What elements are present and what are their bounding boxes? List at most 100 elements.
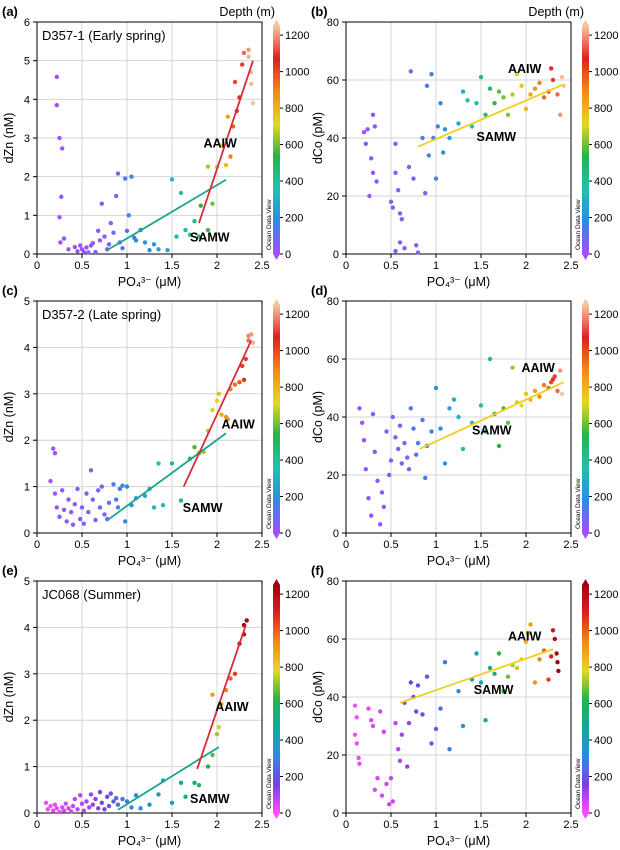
data-point [378,522,383,527]
colorbar-tick-label: 1000 [285,626,309,638]
data-point [399,217,404,222]
x-tick-label: 2.5 [254,819,269,831]
data-point [388,776,394,781]
odv-watermark: Ocean Data View [266,758,273,809]
data-point [357,761,362,766]
colorbar-tick-label: 200 [594,772,612,784]
x-tick-label: 1 [124,819,130,831]
data-point [360,420,365,425]
data-point [399,732,404,737]
data-point [120,483,125,488]
data-point [147,247,152,253]
panel-letter: (f) [311,563,324,578]
data-point [123,519,128,524]
data-point [532,680,538,685]
colorbar-tick-label: 800 [594,103,612,115]
data-point [216,391,221,396]
data-point [196,234,202,239]
data-point [478,680,484,685]
data-point [505,420,511,425]
data-point [102,512,107,517]
plot-frame [36,580,263,814]
x-tick-label: 1 [124,260,130,272]
data-point [78,516,83,522]
data-point [178,498,184,503]
annotation-samw: SAMW [474,683,514,697]
plot-frame [36,300,263,534]
data-point [528,622,533,627]
x-tick-label: 1 [433,260,439,272]
colorbar-tick-label: 1200 [594,309,618,321]
data-point [72,796,78,802]
colorbar-top-arrow [582,20,589,26]
data-point [532,86,538,91]
panel-letter: (c) [2,283,18,298]
x-tick-label: 0 [343,539,349,551]
y-tick-label: 40 [327,412,339,424]
colorbar-tick-label: 600 [285,699,303,711]
data-point [93,796,98,802]
colorbar-tick-label: 600 [285,419,303,431]
data-point [537,80,542,86]
data-point [387,802,392,807]
colorbar-tick-label: 200 [594,492,612,504]
data-point [250,340,256,345]
data-point [352,703,358,708]
y-tick-label: 2 [24,172,30,184]
data-point [406,467,412,472]
y-tick-label: 5 [24,296,30,308]
panel-e: 0 0.5 1 1.5 2 2.5 0 1 2 3 4 5 AAIW SAMW (e) JC068 (Summ… [2,563,309,848]
data-point [90,802,96,807]
data-point [375,478,380,483]
x-tick-label: 2.5 [254,260,269,272]
y-tick-label: 40 [327,133,339,145]
data-point [405,764,410,769]
data-point [483,429,488,434]
data-point [357,406,362,411]
data-point [57,514,62,519]
y-tick-label: 2 [24,715,30,727]
data-point [460,723,466,729]
data-point [558,112,563,118]
data-point [456,121,461,126]
data-point [84,799,89,804]
data-point [460,89,466,94]
y-tick-label: 0 [24,528,30,540]
data-point [519,403,524,408]
x-axis-label: PO₄³⁻ (μM) [118,275,181,289]
plot-frame [345,21,572,255]
data-point [496,651,502,656]
data-point [505,674,511,679]
data-point [66,247,71,252]
odv-watermark: Ocean Data View [266,199,273,250]
y-tick-label: 0 [24,808,30,820]
colorbar-bottom-arrow [582,254,589,260]
data-point [174,234,179,239]
colorbar-tick-label: 800 [594,382,612,394]
data-point [384,429,389,434]
colorbar [273,585,280,813]
colorbar-top-arrow [273,299,280,305]
panel-letter: (e) [2,563,18,578]
data-point [541,382,547,388]
colorbar-tick-label: 800 [285,662,303,674]
data-point [105,794,110,799]
data-point [79,801,85,806]
data-point [369,513,374,518]
colorbar-tick-label: 1000 [285,346,309,358]
x-tick-label: 1 [433,539,439,551]
data-point [555,660,560,665]
colorbar-tick-label: 0 [594,808,600,820]
data-point [115,802,121,807]
colorbar-tick-label: 0 [285,808,291,820]
data-point [237,380,242,385]
colorbar-tick-label: 1200 [594,589,618,601]
plot-frame [345,300,572,534]
data-point [381,504,386,510]
data-point [48,478,53,484]
data-point [210,752,215,758]
data-point [501,95,506,100]
colorbar-tick-label: 800 [285,382,303,394]
y-tick-label: 20 [327,470,339,482]
data-point [124,228,130,233]
